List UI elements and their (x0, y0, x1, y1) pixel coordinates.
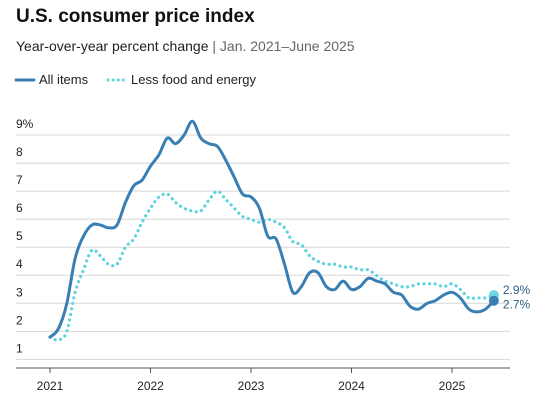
end-labels: 2.9%2.7% (488, 283, 531, 312)
legend: All items Less food and energy (14, 72, 257, 87)
y-tick-label-6: 6 (16, 201, 23, 215)
end-label-less-food-energy: 2.9% (503, 283, 531, 297)
end-label-all-items: 2.7% (503, 298, 531, 312)
y-tick-label-8: 8 (16, 145, 23, 159)
legend-label-all-items: All items (39, 72, 89, 87)
series-lines (48, 119, 496, 342)
end-marker-all-items (488, 295, 499, 306)
x-tick-label-2025: 2025 (439, 379, 466, 393)
y-tick-label-5: 5 (16, 229, 23, 243)
y-axis-ticks: 9% 8 7 6 5 4 3 2 1 (16, 117, 34, 355)
series-line-all-items (48, 119, 496, 339)
x-axis-ticks: 2021 2022 2023 2024 2025 (37, 368, 466, 393)
x-tick-label-2024: 2024 (338, 379, 365, 393)
subtitle-main: Year-over-year percent change (16, 38, 209, 54)
legend-label-less-food-energy: Less food and energy (131, 72, 257, 87)
x-tick-label-2023: 2023 (238, 379, 265, 393)
y-tick-label-3: 3 (16, 285, 23, 299)
x-tick-label-2021: 2021 (37, 379, 64, 393)
series-line-less-food-energy (48, 189, 496, 342)
y-tick-label-2: 2 (16, 313, 23, 327)
x-tick-label-2022: 2022 (137, 379, 164, 393)
subtitle-separator: | (208, 38, 220, 54)
y-tick-label-7: 7 (16, 173, 23, 187)
chart-title: U.S. consumer price index (16, 6, 255, 27)
y-tick-label-4: 4 (16, 257, 23, 271)
subtitle-date-range: Jan. 2021–June 2025 (219, 38, 355, 54)
chart-subtitle: Year-over-year percent change | Jan. 202… (16, 38, 355, 54)
y-tick-label-9: 9% (16, 117, 34, 131)
y-tick-label-1: 1 (16, 341, 23, 355)
